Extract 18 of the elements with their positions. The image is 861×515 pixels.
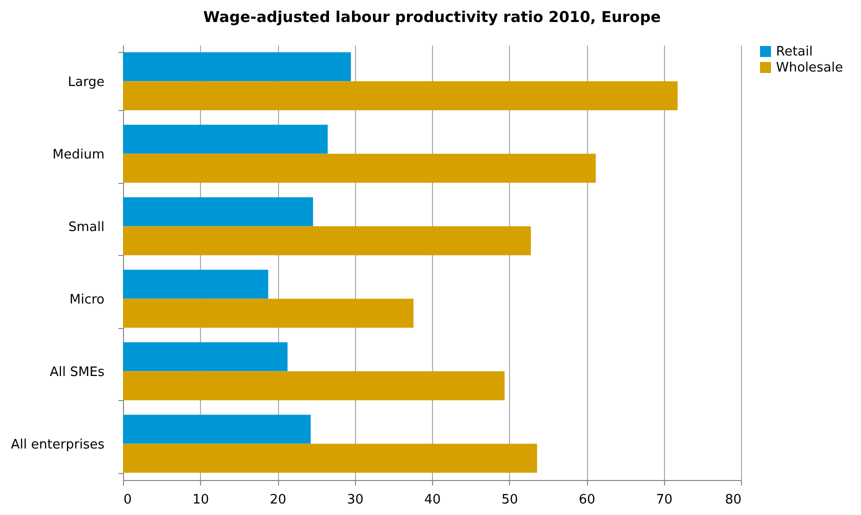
legend-label: Wholesale	[776, 60, 844, 76]
y-tick-label: All enterprises	[10, 437, 105, 452]
y-tick-label: All SMEs	[50, 364, 105, 380]
chart-title: Wage-adjusted labour productivity ratio 2010, Europe	[203, 8, 661, 26]
x-tick-label: 40	[424, 492, 441, 508]
x-tick-label: 80	[724, 492, 742, 508]
x-tick-label: 50	[501, 492, 518, 508]
y-tick-label: Micro	[70, 292, 105, 308]
x-tick-label: 60	[578, 492, 596, 508]
x-tick-label: 10	[192, 492, 210, 508]
y-tick-label: Small	[68, 220, 104, 235]
x-tick-label: 70	[656, 492, 673, 508]
x-tick-label: 0	[124, 492, 132, 508]
y-tick-label: Medium	[52, 147, 104, 162]
y-tick-label: Large	[68, 74, 104, 90]
x-tick-label: 30	[346, 492, 364, 508]
legend-label: Retail	[776, 44, 813, 60]
x-tick-label: 20	[270, 492, 286, 508]
